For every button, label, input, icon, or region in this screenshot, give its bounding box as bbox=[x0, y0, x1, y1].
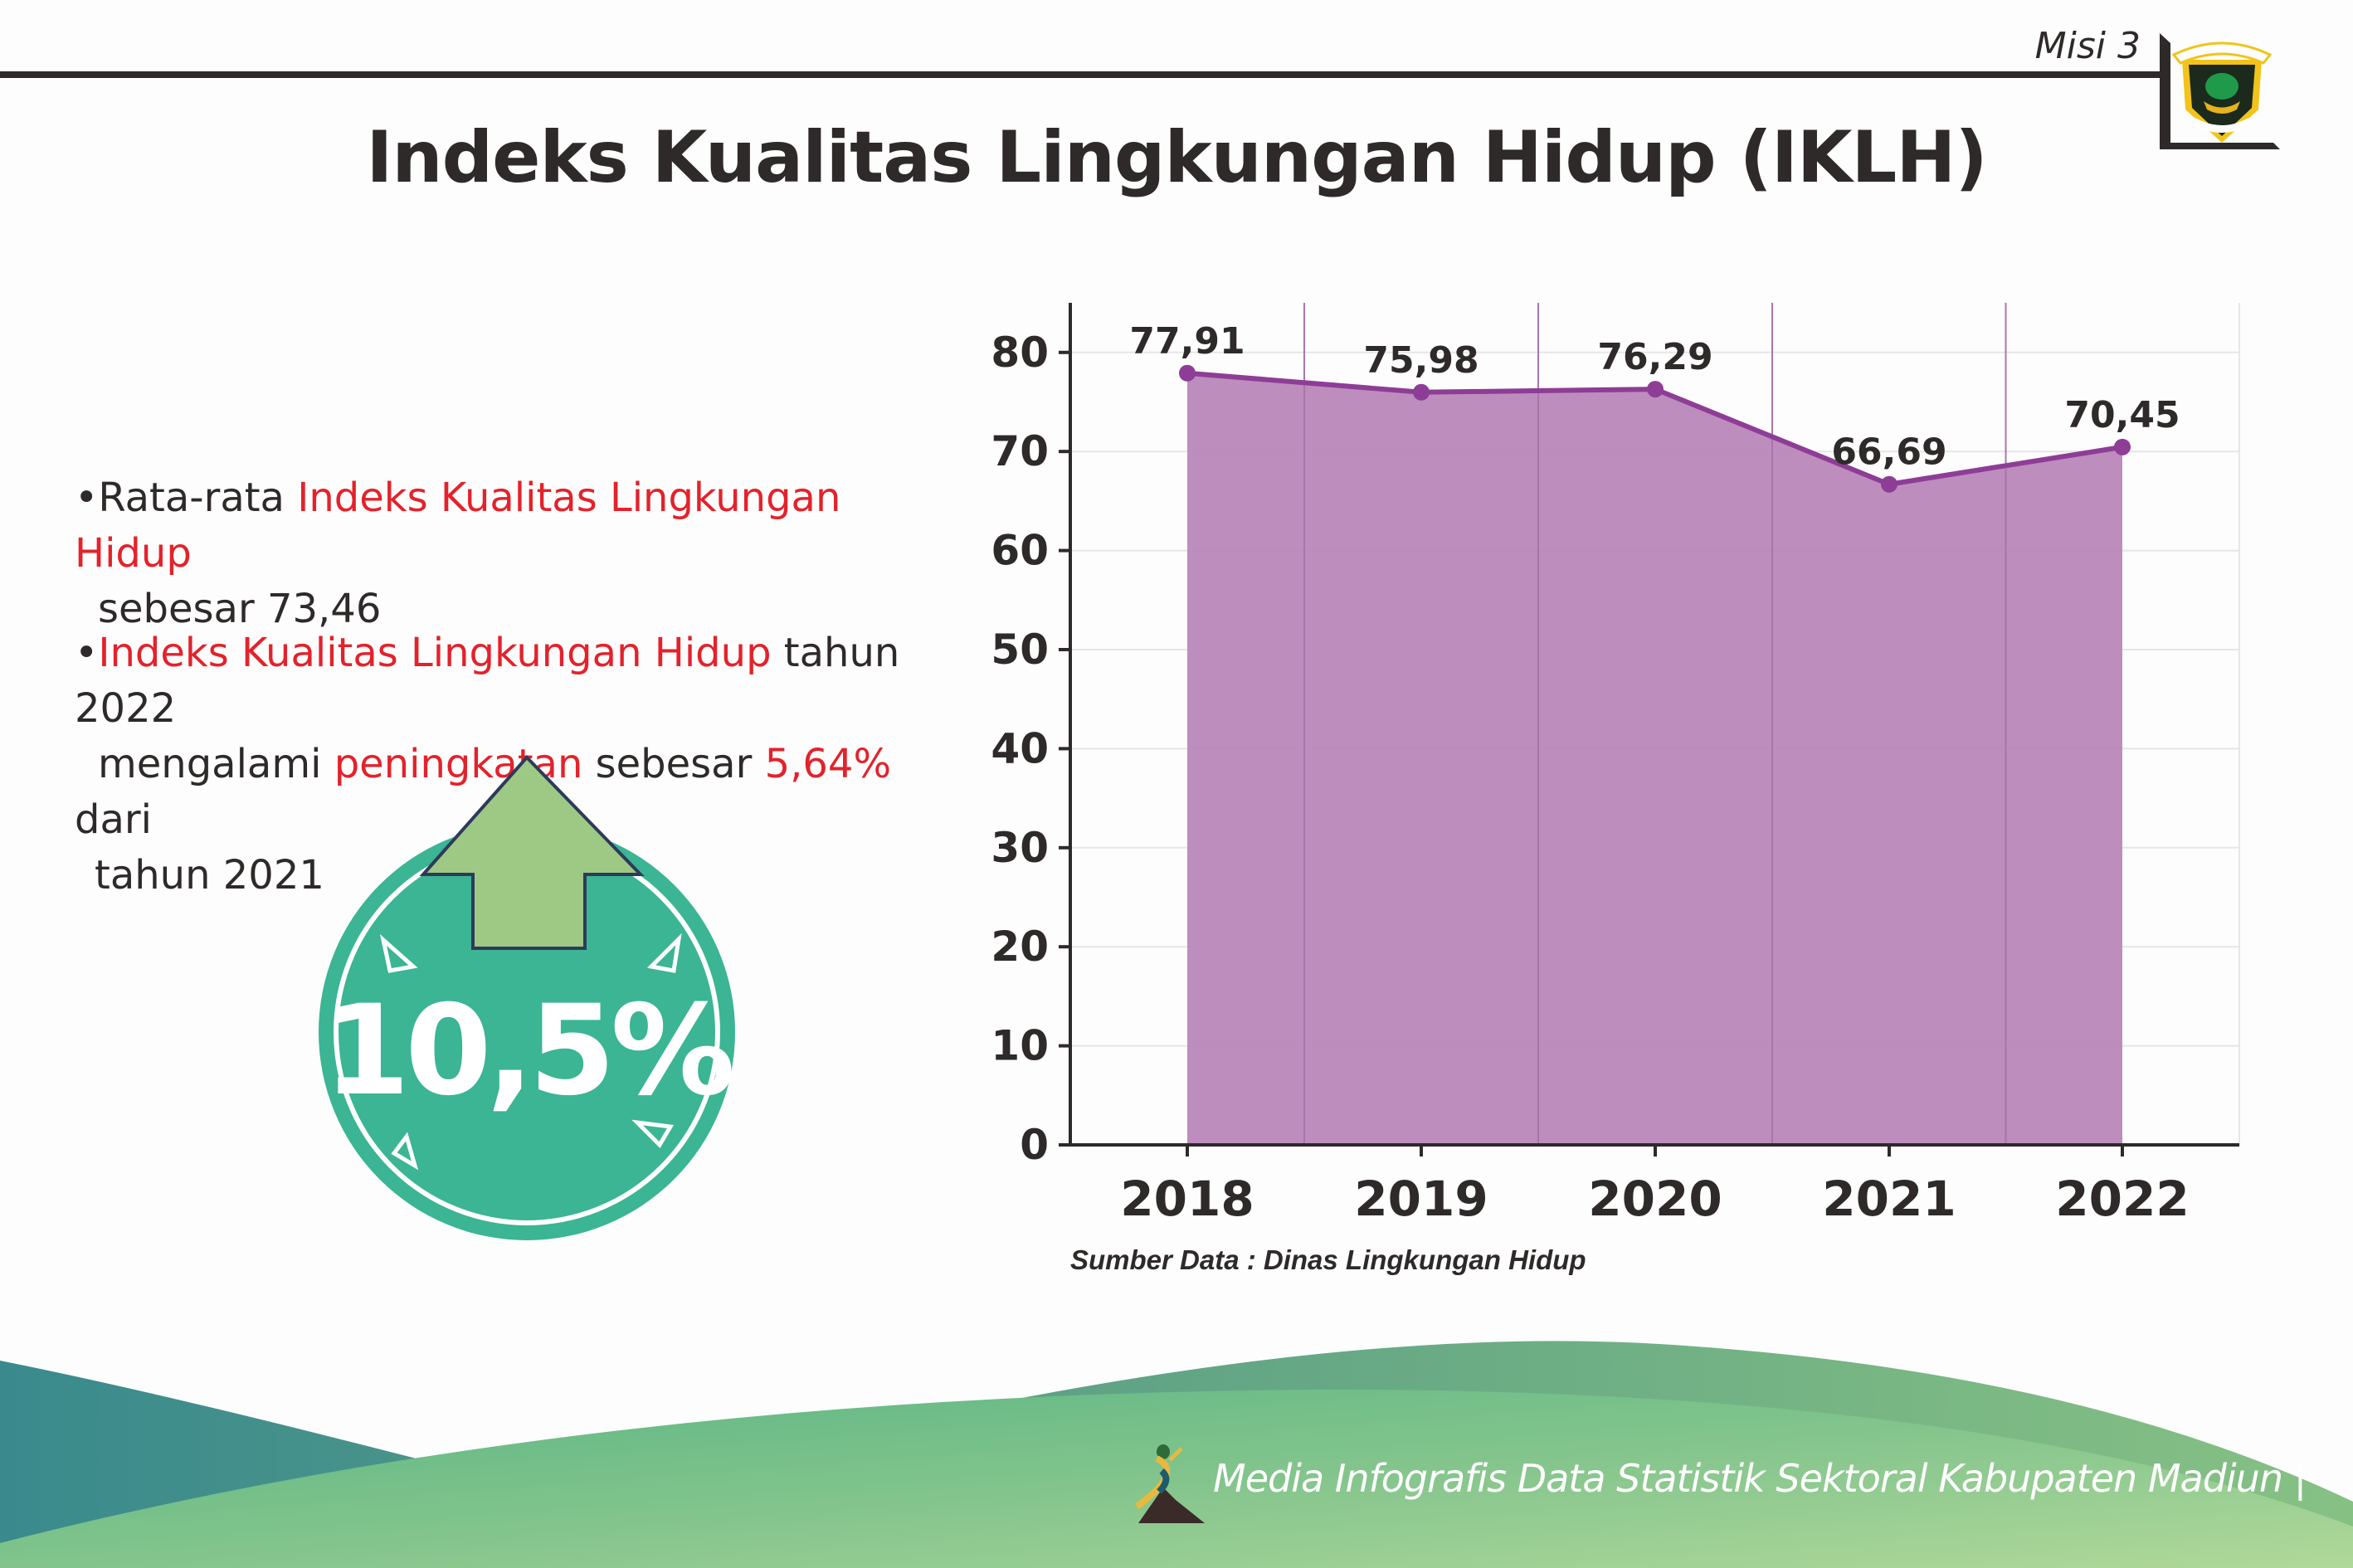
data-label: 70,45 bbox=[2064, 394, 2180, 436]
y-tick-label: 0 bbox=[1020, 1121, 1049, 1169]
bullet-text: sebesar bbox=[582, 741, 765, 787]
bullet-highlight: Indeks Kualitas Lingkungan Hidup bbox=[98, 630, 772, 676]
arrow-up-icon bbox=[419, 755, 645, 950]
data-point bbox=[1413, 383, 1430, 401]
y-tick-label: 40 bbox=[991, 724, 1049, 772]
bullet-highlight: Indeks Kualitas Lingkungan Hidup bbox=[75, 475, 841, 577]
x-tick-label: 2018 bbox=[1120, 1171, 1254, 1227]
data-label: 66,69 bbox=[1831, 431, 1946, 474]
bullet-text: Rata-rata bbox=[98, 475, 298, 521]
y-tick-label: 50 bbox=[991, 626, 1049, 674]
growth-badge bbox=[319, 755, 735, 1240]
bullet-average: •Rata-rata Indeks Kualitas Lingkungan Hi… bbox=[75, 475, 841, 632]
bullet-highlight: 5,64% bbox=[764, 741, 892, 787]
x-tick-label: 2021 bbox=[1822, 1171, 1956, 1227]
sparkle-icons bbox=[379, 933, 682, 1171]
bullet-text: tahun 2021 bbox=[95, 852, 324, 898]
mission-label: Misi 3 bbox=[2034, 25, 2141, 67]
bullet-text: dari bbox=[75, 796, 152, 843]
footer-wave bbox=[0, 1341, 2353, 1568]
x-tick-label: 2022 bbox=[2055, 1171, 2189, 1227]
data-source: Sumber Data : Dinas Lingkungan Hidup bbox=[1070, 1244, 1586, 1275]
badge-circle bbox=[319, 824, 735, 1240]
bullet-increase: •Indeks Kualitas Lingkungan Hidup tahun … bbox=[75, 630, 900, 898]
area-fill bbox=[1187, 373, 2122, 1145]
x-tick-label: 2020 bbox=[1588, 1171, 1722, 1227]
bullet-text: sebesar 73,46 bbox=[98, 586, 382, 632]
data-label: 77,91 bbox=[1129, 320, 1245, 363]
data-point bbox=[1881, 475, 1898, 493]
y-tick-label: 30 bbox=[991, 824, 1049, 872]
header-frame bbox=[0, 33, 2280, 149]
y-tick-label: 70 bbox=[991, 427, 1049, 475]
iklh-area-chart: 77,91 75,98 76,29 66,69 70,45 0 10 20 30 40 50 60 70… bbox=[991, 303, 2240, 1227]
y-tick-label: 80 bbox=[991, 329, 1049, 377]
page-title: Indeks Kualitas Lingkungan Hidup (IKLH) bbox=[366, 116, 1987, 199]
y-tick-label: 60 bbox=[991, 527, 1049, 575]
header-rule bbox=[0, 71, 2165, 78]
kabupaten-madiun-logo bbox=[2171, 41, 2273, 143]
badge-value: 10,5% bbox=[323, 979, 735, 1123]
bullet-text: tahun 2022 bbox=[75, 630, 900, 732]
x-tick-label: 2019 bbox=[1354, 1171, 1488, 1227]
data-point bbox=[1179, 364, 1196, 382]
footer-text: Media Infografis Data Statistik Sektoral… bbox=[1213, 1456, 2307, 1501]
y-tick-label: 10 bbox=[991, 1022, 1049, 1070]
data-label: 76,29 bbox=[1597, 336, 1712, 378]
data-point bbox=[2114, 438, 2131, 455]
data-point bbox=[1647, 381, 1664, 398]
data-label: 75,98 bbox=[1363, 339, 1479, 382]
infographic-logo-icon bbox=[1134, 1444, 1205, 1523]
y-tick-label: 20 bbox=[991, 923, 1049, 971]
bullet-text: mengalami bbox=[98, 741, 334, 787]
